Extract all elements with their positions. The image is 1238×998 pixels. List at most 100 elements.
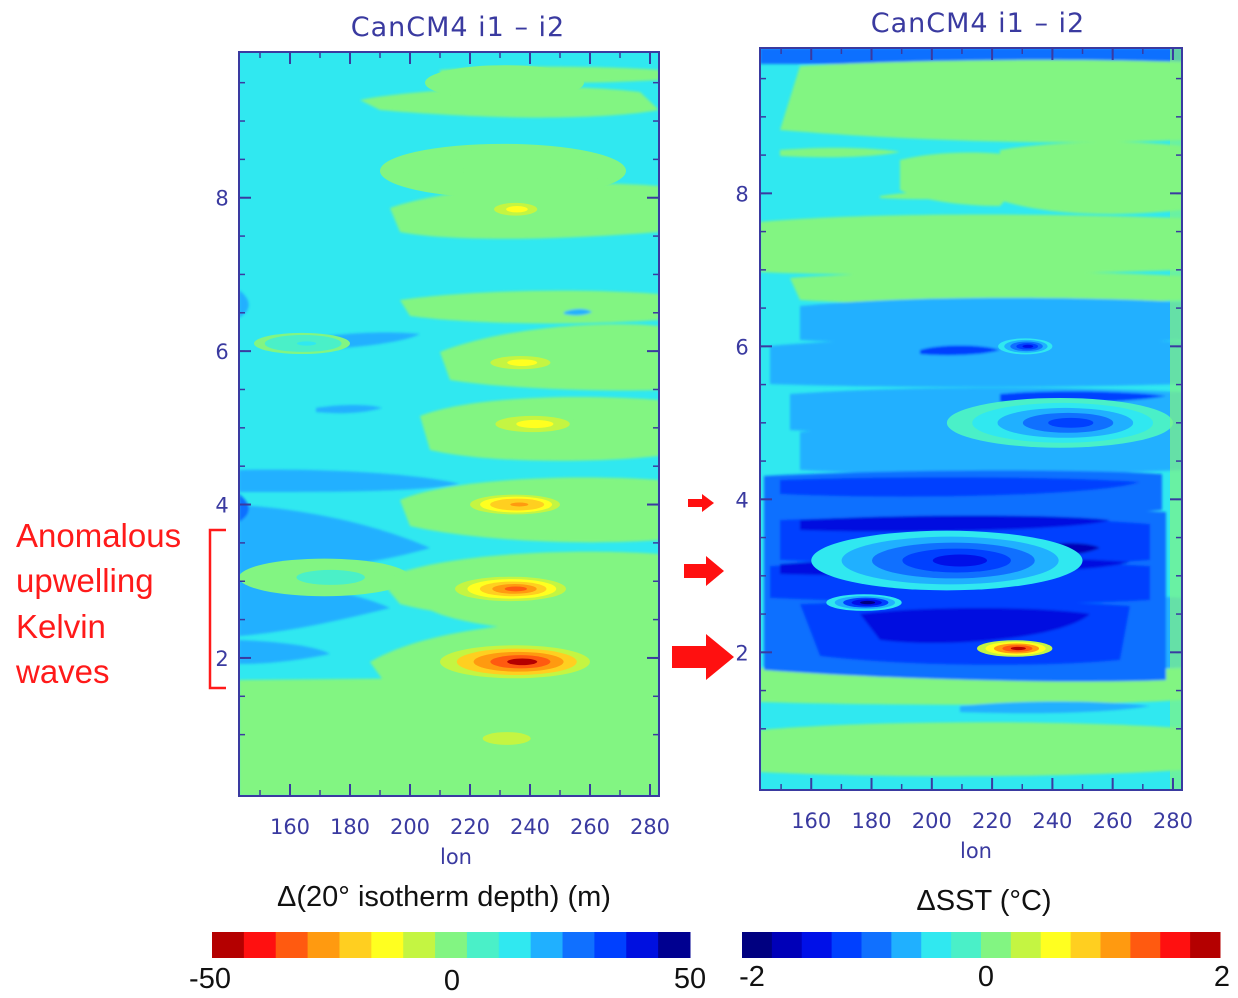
left-colorbar-swatch (626, 932, 659, 958)
left-colorbar-swatch (466, 932, 500, 958)
annotation-line-4: waves (15, 653, 110, 690)
left-x-tick-label: 280 (630, 815, 670, 839)
left-colorbar-swatch (371, 932, 404, 958)
right-contour-level (860, 600, 876, 605)
left-colorbar-swatch (243, 932, 277, 958)
right-plot-frame (759, 47, 1183, 791)
right-colorbar-swatch (771, 932, 803, 958)
left-y-tick-label: 4 (215, 494, 228, 518)
right-colorbar-swatch (1040, 932, 1072, 958)
left-colorbar-swatch (339, 932, 372, 958)
right-x-tick-label: 240 (1032, 809, 1072, 833)
left-heatmap-field (239, 52, 659, 796)
arrow-medium (684, 556, 724, 586)
left-colorbar-swatch (562, 932, 595, 958)
right-colorbar-swatch (1130, 932, 1161, 958)
left-colorbar-swatch (307, 932, 340, 958)
left-colorbar-label: Δ(20° isotherm depth) (m) (277, 881, 611, 913)
left-colorbar-min: -50 (189, 963, 231, 994)
left-x-tick-label: 220 (450, 815, 490, 839)
right-x-axis-label: lon (960, 839, 992, 863)
right-colorbar-swatch (861, 932, 892, 958)
right-contour-level (1022, 344, 1034, 348)
left-y-tick-label: 2 (215, 647, 228, 671)
left-axis-ticks: 160 180 200 220 240 260 280 2 4 6 8 (215, 52, 670, 839)
right-x-tick-label: 200 (912, 809, 952, 833)
left-y-tick-label: 8 (215, 187, 228, 211)
kelvin-wave-annotation: Anomalous upwelling Kelvin waves (15, 517, 226, 690)
right-colorbar-swatch (921, 932, 952, 958)
right-colorbar-swatch (742, 932, 773, 958)
right-y-tick-label: 2 (735, 641, 748, 665)
right-x-tick-label: 160 (791, 809, 831, 833)
left-chart-title: CanCM4 i1 – i2 (351, 12, 565, 43)
right-contour-level (1048, 417, 1094, 428)
right-colorbar (742, 932, 1221, 958)
right-colorbar-swatch (891, 932, 922, 958)
left-y-tick-label: 6 (215, 340, 228, 364)
left-contour-level (515, 360, 531, 365)
annotation-line-1: Anomalous (16, 517, 181, 554)
right-colorbar-mid: 0 (978, 961, 994, 993)
left-contour-level (315, 573, 350, 582)
left-colorbar-swatch (594, 932, 627, 958)
left-contour-level (526, 421, 546, 427)
right-contour-level (1010, 646, 1026, 651)
right-chart-title: CanCM4 i1 – i2 (871, 8, 1085, 39)
left-contour-level (496, 79, 529, 87)
left-colorbar-swatch (498, 932, 532, 958)
left-colorbar-swatch (530, 932, 564, 958)
left-colorbar-swatch (403, 932, 436, 958)
left-contour-level (504, 586, 527, 592)
left-plot-frame (238, 51, 660, 797)
left-colorbar-swatch (275, 932, 309, 958)
left-x-axis-label: lon (440, 845, 472, 869)
left-colorbar (212, 932, 691, 958)
right-colorbar-swatch (801, 932, 833, 958)
annotation-line-3: Kelvin (16, 608, 106, 645)
arrow-small (688, 494, 714, 512)
left-colorbar-swatch (435, 932, 468, 958)
arrow-large (672, 634, 734, 680)
right-x-tick-label: 260 (1093, 809, 1133, 833)
right-x-tick-label: 220 (972, 809, 1012, 833)
left-contour-level (507, 658, 538, 666)
right-colorbar-min: -2 (739, 961, 765, 993)
right-colorbar-max: 2 (1214, 961, 1230, 993)
right-y-tick-label: 4 (735, 488, 748, 512)
right-colorbar-swatch (1160, 932, 1191, 958)
left-x-tick-label: 240 (510, 815, 550, 839)
right-x-tick-label: 180 (851, 809, 891, 833)
left-colorbar-swatch (658, 932, 691, 958)
right-y-tick-label: 8 (735, 182, 748, 206)
right-colorbar-swatch (831, 932, 862, 958)
right-y-tick-label: 6 (735, 335, 748, 359)
right-heatmap-field (760, 48, 1182, 790)
left-contour-level (297, 341, 317, 346)
left-x-tick-label: 180 (330, 815, 370, 839)
annotation-line-2: upwelling (16, 562, 154, 599)
left-contour-level (502, 736, 515, 741)
left-x-tick-label: 160 (270, 815, 310, 839)
left-colorbar-swatch (212, 932, 245, 958)
right-axis-ticks: 160 180 200 220 240 260 280 2 4 6 8 (735, 48, 1193, 833)
right-x-tick-label: 280 (1153, 809, 1193, 833)
left-contour-level (512, 207, 523, 211)
right-contour-level (932, 554, 988, 567)
right-colorbar-swatch (1190, 932, 1221, 958)
right-colorbar-swatch (981, 932, 1012, 958)
right-colorbar-label: ΔSST (°C) (916, 885, 1051, 917)
wave-arrows (672, 494, 734, 680)
left-x-tick-label: 260 (570, 815, 610, 839)
left-contour-level (490, 165, 540, 177)
left-x-tick-label: 200 (390, 815, 430, 839)
right-colorbar-swatch (1010, 932, 1042, 958)
right-colorbar-swatch (1070, 932, 1101, 958)
left-colorbar-mid: 0 (444, 965, 460, 994)
left-colorbar-max: 50 (674, 963, 706, 994)
right-colorbar-swatch (1100, 932, 1131, 958)
right-colorbar-swatch (951, 932, 982, 958)
annotation-bracket (208, 528, 226, 690)
left-contour-level (510, 502, 529, 507)
